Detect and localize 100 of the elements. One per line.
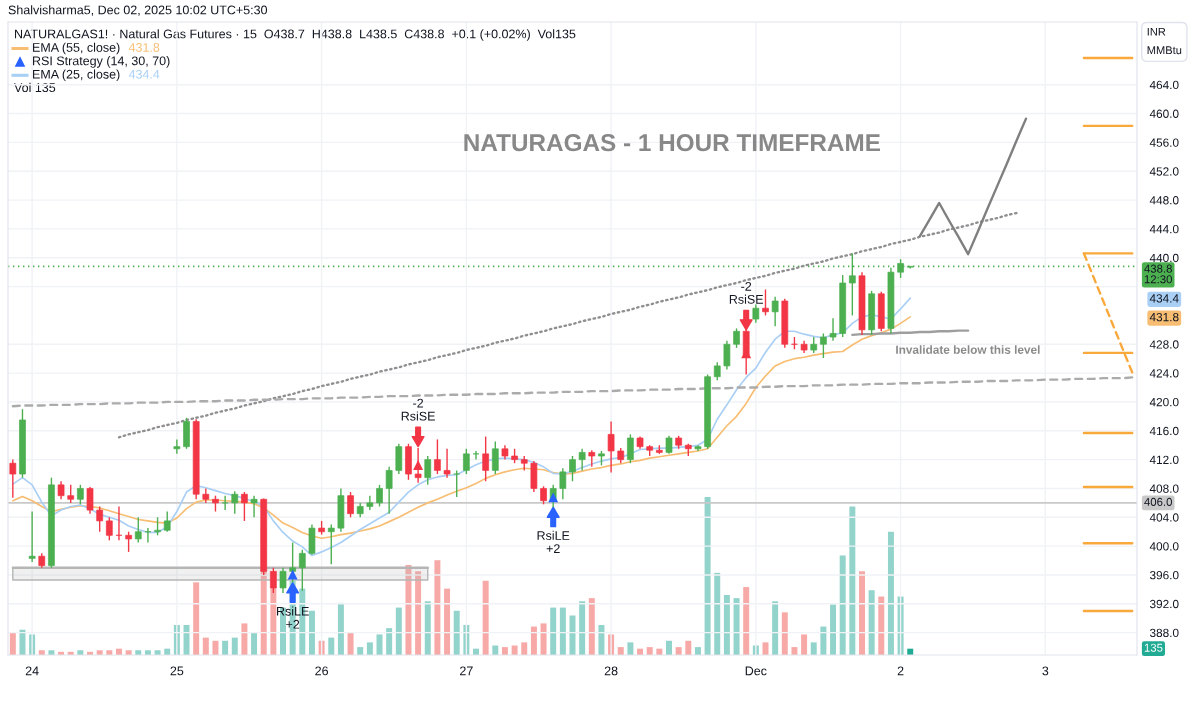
bar bbox=[849, 506, 856, 655]
bar bbox=[386, 628, 393, 655]
candlestick bbox=[279, 567, 287, 594]
candlestick bbox=[540, 485, 547, 506]
candlestick bbox=[250, 494, 258, 518]
x-tick-label: Dec bbox=[745, 666, 767, 676]
y-tick-label: 444.0 bbox=[1149, 224, 1179, 234]
ref-line-label: 438.8 12:30 bbox=[1144, 264, 1172, 284]
bar bbox=[241, 623, 248, 655]
candlestick bbox=[723, 339, 731, 371]
bar bbox=[434, 560, 441, 655]
candlestick bbox=[28, 510, 36, 563]
bar bbox=[202, 637, 209, 655]
y-tick-label: 420.0 bbox=[1149, 397, 1179, 407]
bar bbox=[530, 626, 537, 655]
x-tick-label: 27 bbox=[460, 666, 473, 676]
candlestick bbox=[385, 466, 393, 515]
candlestick bbox=[77, 484, 84, 506]
bar bbox=[878, 596, 885, 655]
bar bbox=[801, 634, 808, 655]
point bbox=[413, 460, 423, 470]
candlestick bbox=[733, 327, 740, 349]
candlestick bbox=[202, 487, 210, 504]
text: NATURALGAS1! · Natural Gas Futures · 15 O438.7 H438.8 L438.5 C438.8 +0.1 (+0.02%) Vol135 bbox=[15, 29, 576, 41]
candlestick bbox=[472, 450, 480, 461]
y-tick-label: 392.0 bbox=[1149, 599, 1179, 609]
bar bbox=[308, 610, 315, 655]
candlestick bbox=[578, 448, 586, 472]
y-tick-label: 452.0 bbox=[1149, 167, 1179, 176]
candlestick bbox=[752, 303, 760, 324]
bar bbox=[733, 598, 740, 655]
bar bbox=[453, 610, 460, 655]
text: NATURAGAS - 1 HOUR TIMEFRAME bbox=[464, 134, 880, 152]
candlestick bbox=[231, 490, 239, 515]
y-tick-label: 408.0 bbox=[1149, 484, 1179, 493]
bar bbox=[704, 497, 711, 655]
annotation: Invalidate below this level bbox=[896, 345, 1040, 354]
bar bbox=[559, 607, 566, 655]
ref-line-label: 406.0 bbox=[1144, 497, 1172, 506]
y-tick-label: 464.0 bbox=[1149, 80, 1179, 90]
bar bbox=[424, 601, 431, 655]
candlestick bbox=[86, 486, 94, 515]
candlestick bbox=[221, 494, 229, 511]
bar bbox=[337, 602, 344, 655]
bar bbox=[222, 640, 229, 655]
candlestick bbox=[241, 491, 248, 522]
y-tick-label: 404.0 bbox=[1149, 513, 1179, 522]
text: 135 bbox=[1144, 643, 1163, 652]
candlestick bbox=[57, 480, 65, 500]
candlestick bbox=[762, 288, 769, 317]
bar bbox=[868, 590, 875, 655]
bar bbox=[9, 632, 16, 655]
bar bbox=[550, 607, 557, 655]
candlestick bbox=[163, 510, 171, 533]
bar bbox=[540, 623, 547, 655]
candlestick bbox=[134, 516, 142, 544]
candlestick bbox=[559, 467, 567, 500]
line-series bbox=[11, 376, 1134, 408]
x-tick-label: 26 bbox=[315, 666, 329, 676]
x-tick-label: 3 bbox=[1042, 666, 1049, 676]
candlestick bbox=[347, 491, 354, 518]
bar bbox=[366, 642, 373, 655]
text: 431.8 bbox=[128, 43, 160, 52]
candlestick bbox=[491, 440, 499, 475]
candlestick bbox=[443, 448, 451, 479]
candlestick bbox=[105, 516, 113, 542]
candlestick bbox=[96, 505, 104, 533]
bar bbox=[521, 642, 528, 655]
point bbox=[288, 570, 298, 580]
annotation: -2 RsiSE bbox=[401, 398, 435, 421]
bar bbox=[579, 601, 586, 655]
y-tick-label: 424.0 bbox=[1149, 369, 1179, 378]
x-tick-label: 2 bbox=[897, 666, 904, 676]
candlestick bbox=[9, 458, 17, 499]
bar bbox=[415, 571, 422, 655]
bar bbox=[810, 642, 817, 655]
bar bbox=[482, 580, 489, 655]
bar bbox=[193, 582, 200, 655]
bar bbox=[19, 629, 26, 655]
bar bbox=[887, 531, 894, 655]
candlestick bbox=[713, 361, 721, 382]
bar bbox=[212, 640, 219, 655]
candlestick bbox=[897, 258, 904, 279]
candlestick bbox=[482, 435, 489, 482]
bar bbox=[231, 637, 238, 655]
y-tick-label: 456.0 bbox=[1149, 138, 1179, 147]
candlestick bbox=[665, 435, 673, 455]
point bbox=[548, 493, 558, 503]
bar bbox=[328, 637, 335, 655]
bar bbox=[839, 555, 846, 655]
y-tick-label: 416.0 bbox=[1149, 426, 1179, 436]
bar bbox=[444, 588, 451, 655]
bar bbox=[251, 632, 258, 655]
candlestick bbox=[424, 455, 432, 486]
bar bbox=[830, 604, 837, 655]
bar bbox=[598, 624, 605, 655]
candlestick bbox=[829, 317, 837, 342]
bar bbox=[781, 612, 788, 655]
y-tick-label: 434.4 bbox=[1149, 294, 1179, 303]
bar bbox=[685, 640, 692, 655]
